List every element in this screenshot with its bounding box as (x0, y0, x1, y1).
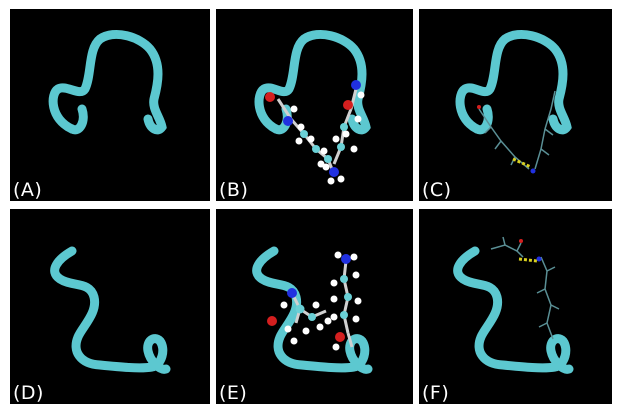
panel-f: (F) (419, 209, 612, 404)
omega-loop-ribbon (48, 30, 167, 135)
extended-loop-ball-and-stick (252, 246, 373, 374)
panel-d: (D) (10, 209, 210, 404)
panel-b: (B) (216, 9, 413, 201)
extended-loop-stick-hbond (453, 236, 574, 374)
panel-label: (C) (422, 179, 452, 201)
omega-loop-ball-and-stick (254, 30, 371, 185)
panel-label: (F) (422, 382, 450, 404)
panel-label: (B) (219, 179, 249, 201)
extended-loop-ribbon (50, 246, 171, 374)
panel-e: (E) (216, 209, 413, 404)
panel-label: (D) (13, 382, 44, 404)
panel-c: (C) (419, 9, 612, 201)
omega-loop-stick-hbond (455, 30, 572, 174)
panel-label: (A) (13, 179, 43, 201)
panel-label: (E) (219, 382, 248, 404)
panel-a: (A) (10, 9, 210, 201)
